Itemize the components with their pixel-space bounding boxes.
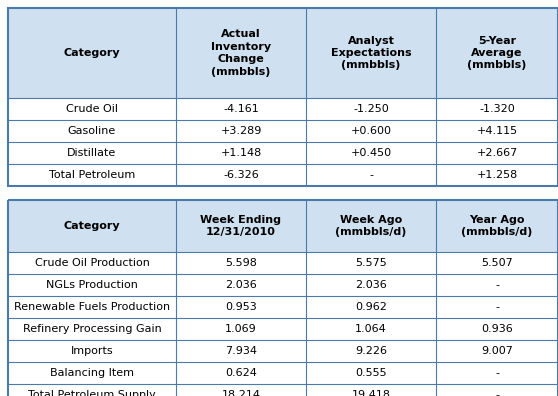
Bar	[8, 8, 558, 98]
Text: +2.667: +2.667	[477, 148, 518, 158]
Text: 2.036: 2.036	[355, 280, 387, 290]
Text: Imports: Imports	[71, 346, 113, 356]
Text: 1.064: 1.064	[355, 324, 387, 334]
Text: +1.148: +1.148	[220, 148, 262, 158]
Text: -: -	[495, 280, 499, 290]
Text: Total Petroleum: Total Petroleum	[49, 170, 135, 180]
Text: 1.069: 1.069	[225, 324, 257, 334]
Text: Year Ago
(mmbbls/d): Year Ago (mmbbls/d)	[461, 215, 533, 237]
Text: 19.418: 19.418	[352, 390, 391, 396]
Text: 0.953: 0.953	[225, 302, 257, 312]
Bar	[8, 8, 558, 186]
Text: 9.007: 9.007	[481, 346, 513, 356]
Bar	[8, 120, 558, 142]
Text: 0.936: 0.936	[481, 324, 513, 334]
Text: Renewable Fuels Production: Renewable Fuels Production	[14, 302, 170, 312]
Text: 9.226: 9.226	[355, 346, 387, 356]
Text: Actual
Inventory
Change
(mmbbls): Actual Inventory Change (mmbbls)	[211, 29, 271, 76]
Text: Category: Category	[64, 221, 121, 231]
Bar	[8, 296, 558, 318]
Text: Week Ago
(mmbbls/d): Week Ago (mmbbls/d)	[335, 215, 407, 237]
Text: Total Petroleum Supply: Total Petroleum Supply	[28, 390, 156, 396]
Bar	[8, 164, 558, 186]
Text: Analyst
Expectations
(mmbbls): Analyst Expectations (mmbbls)	[331, 36, 411, 70]
Text: -4.161: -4.161	[223, 104, 259, 114]
Text: -1.250: -1.250	[353, 104, 389, 114]
Text: -: -	[495, 302, 499, 312]
Bar	[8, 318, 558, 340]
Text: 18.214: 18.214	[222, 390, 261, 396]
Text: Gasoline: Gasoline	[68, 126, 116, 136]
Bar	[8, 98, 558, 120]
Text: -1.320: -1.320	[479, 104, 515, 114]
Text: 2.036: 2.036	[225, 280, 257, 290]
Text: +0.450: +0.450	[350, 148, 392, 158]
Bar	[8, 340, 558, 362]
Bar	[8, 362, 558, 384]
Text: Balancing Item: Balancing Item	[50, 368, 134, 378]
Bar	[8, 274, 558, 296]
Bar	[8, 252, 558, 274]
Bar	[8, 384, 558, 396]
Text: -6.326: -6.326	[223, 170, 259, 180]
Bar	[8, 200, 558, 396]
Text: -: -	[369, 170, 373, 180]
Text: NGLs Production: NGLs Production	[46, 280, 138, 290]
Text: 5.598: 5.598	[225, 258, 257, 268]
Text: 0.555: 0.555	[355, 368, 387, 378]
Text: +1.258: +1.258	[477, 170, 518, 180]
Text: Crude Oil: Crude Oil	[66, 104, 118, 114]
Text: 0.962: 0.962	[355, 302, 387, 312]
Text: 0.624: 0.624	[225, 368, 257, 378]
Text: +4.115: +4.115	[477, 126, 518, 136]
Text: -: -	[495, 390, 499, 396]
Text: 5.507: 5.507	[481, 258, 513, 268]
Text: Week Ending
12/31/2010: Week Ending 12/31/2010	[200, 215, 281, 237]
Text: Distillate: Distillate	[68, 148, 117, 158]
Text: +3.289: +3.289	[220, 126, 262, 136]
Text: 5-Year
Average
(mmbbls): 5-Year Average (mmbbls)	[467, 36, 527, 70]
Text: -: -	[495, 368, 499, 378]
Text: 7.934: 7.934	[225, 346, 257, 356]
Text: Refinery Processing Gain: Refinery Processing Gain	[23, 324, 161, 334]
Text: Crude Oil Production: Crude Oil Production	[35, 258, 150, 268]
Bar	[8, 200, 558, 252]
Text: +0.600: +0.600	[350, 126, 392, 136]
Text: Category: Category	[64, 48, 121, 58]
Text: 5.575: 5.575	[355, 258, 387, 268]
Bar	[8, 142, 558, 164]
